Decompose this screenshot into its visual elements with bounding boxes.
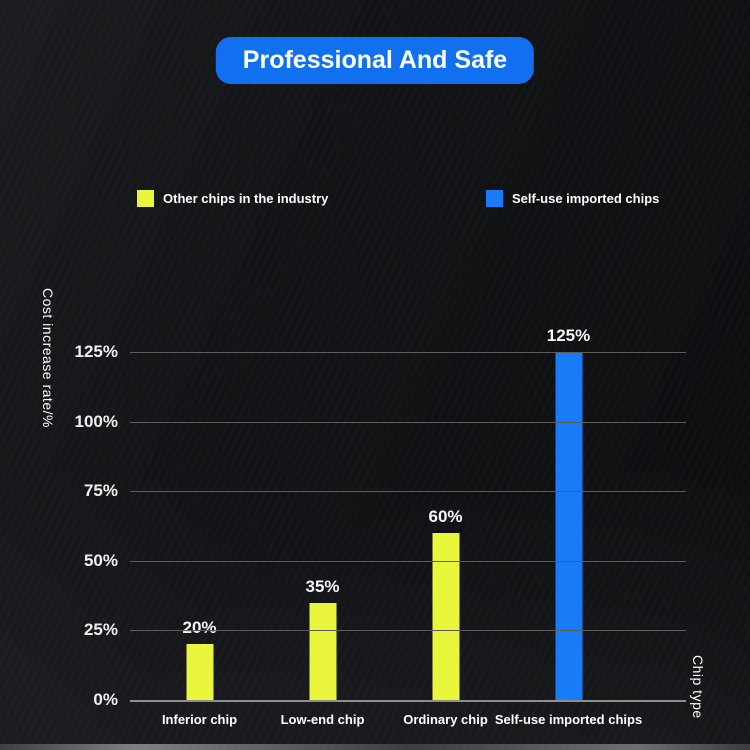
bars-row: 20% Inferior chip 35% Low-end chip 60% Ordina… [138, 326, 642, 727]
gridline [130, 560, 686, 562]
x-category-label: Self-use imported chips [494, 712, 643, 727]
y-axis-tick-labels: 0% 25% 50% 75% 100% 125% [0, 342, 118, 709]
bar-ordinary-chip [432, 532, 459, 700]
gridline [130, 491, 686, 493]
bar-value-label: 60% [428, 506, 463, 526]
bar-slot: 20% Inferior chip [138, 352, 261, 727]
y-tick-label: 25% [83, 620, 118, 640]
bar-value-label: 35% [305, 576, 340, 596]
x-axis-title: Chip type [690, 655, 706, 719]
bar-chart-plot-area: 20% Inferior chip 35% Low-end chip 60% Ordina… [130, 326, 686, 727]
y-tick-label: 50% [83, 550, 118, 570]
gridline [130, 630, 686, 632]
gridline [130, 352, 686, 353]
y-axis-title: Cost increase rate/% [40, 288, 56, 428]
legend-item-self-use-chips: Self-use imported chips [486, 190, 659, 207]
title-badge: Professional And Safe [215, 37, 535, 84]
x-category-label: Inferior chip [161, 712, 238, 727]
bar-slot: 125% Self-use imported chips [495, 326, 642, 727]
legend-swatch-yellow [137, 190, 154, 207]
bar-self-use-imported-chips [555, 352, 582, 700]
legend-label: Self-use imported chips [512, 191, 660, 206]
bar-value-label: 125% [546, 326, 591, 345]
bar-slot: 60% Ordinary chip [384, 352, 507, 727]
gridline [130, 421, 686, 423]
bar-inferior-chip [186, 644, 213, 700]
x-category-label: Low-end chip [280, 712, 365, 727]
legend-item-other-chips: Other chips in the industry [137, 190, 328, 207]
y-tick-label: 0% [93, 690, 118, 709]
legend-swatch-blue [486, 190, 503, 207]
y-tick-label: 75% [83, 481, 118, 501]
legend-label: Other chips in the industry [163, 191, 329, 206]
y-tick-label: 125% [74, 342, 118, 361]
bar-value-label: 20% [182, 618, 217, 638]
bar-low-end-chip [309, 602, 336, 700]
y-tick-label: 100% [74, 411, 118, 431]
x-category-label: Ordinary chip [403, 712, 488, 727]
bar-slot: 35% Low-end chip [261, 352, 384, 727]
